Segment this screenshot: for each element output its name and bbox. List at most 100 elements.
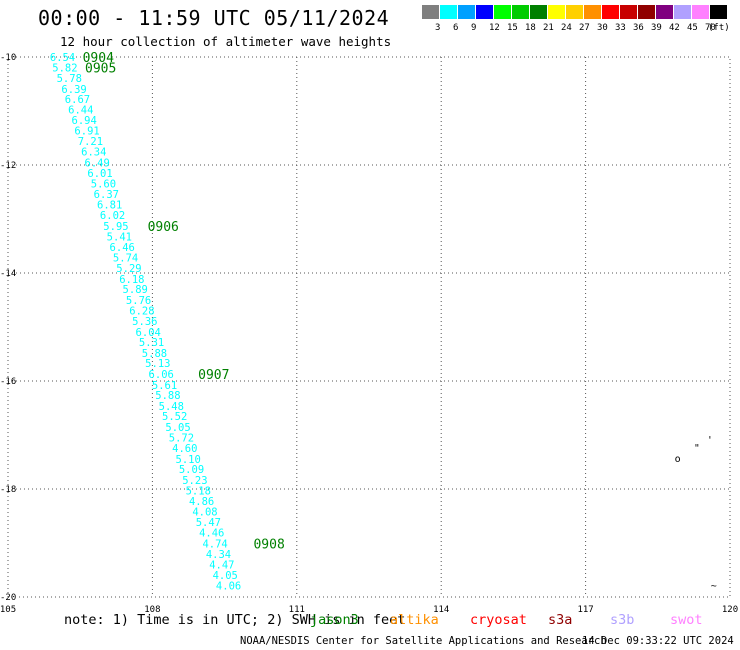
wave-height-point: 4.05 [213, 570, 238, 582]
credit-text: NOAA/NESDIS Center for Satellite Applica… [240, 635, 607, 647]
scale-swatch [440, 5, 457, 19]
plot-frame [7, 56, 731, 598]
wave-height-point: 5.52 [162, 411, 187, 423]
wave-height-point: 5.74 [113, 252, 138, 264]
wave-height-point: 6.34 [81, 147, 106, 159]
wave-height-point: 5.95 [103, 221, 128, 233]
wave-height-point: 4.34 [206, 549, 231, 561]
wave-height-point: 6.18 [119, 274, 144, 286]
wave-height-point: 4.60 [172, 443, 197, 455]
mission-label: altika [390, 612, 439, 628]
footer-note: note: 1) Time is in UTC; 2) SWH is in fe… [64, 612, 406, 628]
scale-swatch [692, 5, 709, 19]
wave-height-point: 6.44 [68, 104, 93, 116]
wave-height-point: 5.09 [179, 464, 204, 476]
wave-height-point: 5.78 [57, 73, 82, 85]
scale-unit: (ft) [708, 23, 730, 33]
mission-label: s3a [548, 612, 573, 628]
mission-label: cryosat [470, 612, 527, 628]
wave-height-point: 6.46 [110, 242, 135, 254]
wave-height-point: 5.29 [116, 263, 141, 275]
scale-label: 30 [597, 23, 608, 33]
scale-swatch [422, 5, 439, 19]
wave-height-point: 6.67 [65, 94, 90, 106]
wave-height-point: 5.13 [145, 358, 170, 370]
y-tick-label: -18 [0, 485, 16, 495]
wave-height-point: 5.72 [169, 433, 194, 445]
wave-height-point: 4.47 [209, 560, 234, 572]
chart-subtitle: 12 hour collection of altimeter wave hei… [60, 34, 392, 49]
island-mark: " [694, 443, 700, 454]
wave-height-point: 6.39 [61, 84, 86, 96]
wave-height-point: 5.61 [152, 380, 177, 392]
scale-label: 9 [471, 23, 477, 33]
y-tick-label: -20 [0, 593, 16, 603]
scale-swatch [674, 5, 691, 19]
wave-height-point: 4.86 [189, 496, 214, 508]
pass-time-label: 0908 [253, 538, 284, 553]
scale-label: 33 [615, 23, 626, 33]
x-tick-label: 105 [0, 605, 16, 615]
scale-swatch [656, 5, 673, 19]
pass-time-label: 0904 [83, 51, 114, 66]
scale-label: 3 [435, 23, 441, 33]
scale-label: 36 [633, 23, 644, 33]
scale-swatch [602, 5, 619, 19]
scale-label: 24 [561, 23, 572, 33]
x-tick-label: 108 [144, 605, 160, 615]
wave-height-point: 5.82 [52, 62, 77, 74]
y-tick-label: -12 [0, 161, 16, 171]
scale-label: 6 [453, 23, 459, 33]
wave-height-point: 5.18 [186, 486, 211, 498]
pass-time-label: 0905 [85, 61, 116, 76]
island-mark: ~ [711, 581, 717, 592]
scale-label: 70 [705, 23, 716, 33]
scale-swatch [476, 5, 493, 19]
y-tick-label: -16 [0, 377, 16, 387]
wave-height-point: 5.60 [91, 178, 116, 190]
wave-height-point: 5.48 [159, 401, 184, 413]
scale-label: 21 [543, 23, 554, 33]
wave-height-point: 5.88 [142, 348, 167, 360]
wave-height-point: 6.37 [94, 189, 119, 201]
pass-time-label: 0907 [198, 368, 229, 383]
wave-height-point: 6.94 [72, 115, 97, 127]
y-tick-label: -14 [0, 269, 16, 279]
wave-height-point: 4.08 [192, 507, 217, 519]
wave-height-point: 4.06 [216, 581, 241, 593]
wave-height-point: 6.02 [100, 210, 125, 222]
wave-height-point: 4.74 [202, 539, 227, 551]
mission-label: s3b [610, 612, 635, 628]
wave-height-point: 5.88 [155, 390, 180, 402]
scale-swatch [584, 5, 601, 19]
scale-swatch [458, 5, 475, 19]
island-mark: o [675, 454, 681, 465]
mission-label: swot [670, 612, 703, 628]
scale-swatch [710, 5, 727, 19]
wave-height-point: 6.81 [97, 199, 122, 211]
scale-label: 12 [489, 23, 500, 33]
wave-height-point: 6.28 [129, 305, 154, 317]
wave-height-point: 7.21 [78, 136, 103, 148]
x-tick-label: 117 [577, 605, 593, 615]
scale-swatch [548, 5, 565, 19]
scale-label: 45 [687, 23, 698, 33]
wave-height-point: 6.49 [85, 157, 110, 169]
wave-height-map: 105 108 111 114 117 120 -10 -12 -14 -16 -18 -20 ' " o ~… [0, 51, 738, 615]
wave-height-point: 6.91 [74, 125, 99, 137]
wave-height-point: 5.31 [139, 337, 164, 349]
scale-label: 18 [525, 23, 536, 33]
island-mark: ' [707, 435, 713, 446]
scale-swatch [566, 5, 583, 19]
scale-label: 42 [669, 23, 680, 33]
wave-height-point: 5.76 [126, 295, 151, 307]
pass-time-label: 0906 [148, 220, 179, 235]
wave-height-point: 6.04 [136, 327, 161, 339]
wave-height-point: 5.10 [176, 454, 201, 466]
wave-height-point: 5.23 [182, 475, 207, 487]
wave-height-point: 5.05 [165, 422, 190, 434]
chart-title: 00:00 - 11:59 UTC 05/11/2024 [38, 6, 390, 30]
wave-height-point: 6.01 [87, 168, 112, 180]
scale-swatch [530, 5, 547, 19]
scale-swatch [512, 5, 529, 19]
